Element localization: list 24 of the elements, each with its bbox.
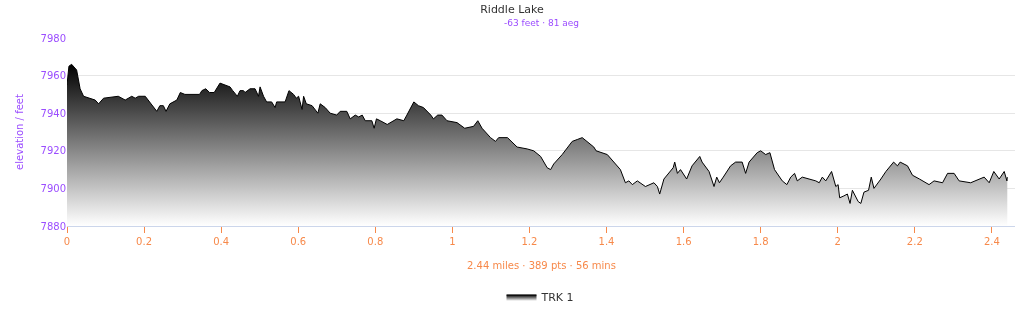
y-tick-label: 7920 bbox=[40, 145, 66, 157]
y-tick-label: 7940 bbox=[40, 107, 66, 119]
chart-subtitle: -63 feet · 81 aeg bbox=[504, 18, 579, 28]
legend-label: TRK 1 bbox=[540, 291, 574, 305]
x-tick-label: 0.6 bbox=[290, 236, 307, 247]
x-tick-label: 0.8 bbox=[367, 236, 384, 247]
x-tick-label: 2.2 bbox=[906, 236, 923, 247]
x-tick-label: 1.2 bbox=[521, 236, 538, 247]
x-tick-label: 2 bbox=[834, 236, 841, 247]
y-axis-title: elevation / feet bbox=[13, 94, 25, 170]
x-tick-label: 0.2 bbox=[136, 236, 153, 247]
x-tick-label: 2.4 bbox=[983, 236, 1000, 247]
y-tick-label: 7880 bbox=[40, 220, 66, 232]
x-tick-label: 0.4 bbox=[213, 236, 230, 247]
x-tick-label: 1.8 bbox=[752, 236, 769, 247]
y-tick-label: 7980 bbox=[40, 32, 66, 44]
y-tick-label: 7960 bbox=[40, 70, 66, 82]
chart-title: Riddle Lake bbox=[480, 2, 545, 16]
x-tick-label: 0 bbox=[63, 236, 71, 247]
x-tick-label: 1.4 bbox=[598, 236, 615, 247]
text: 2.44 miles · 389 pts · 56 mins bbox=[467, 260, 616, 271]
x-tick-label: 1 bbox=[449, 236, 456, 247]
y-tick-label: 7900 bbox=[40, 182, 66, 194]
x-tick-label: 1.6 bbox=[675, 236, 692, 247]
